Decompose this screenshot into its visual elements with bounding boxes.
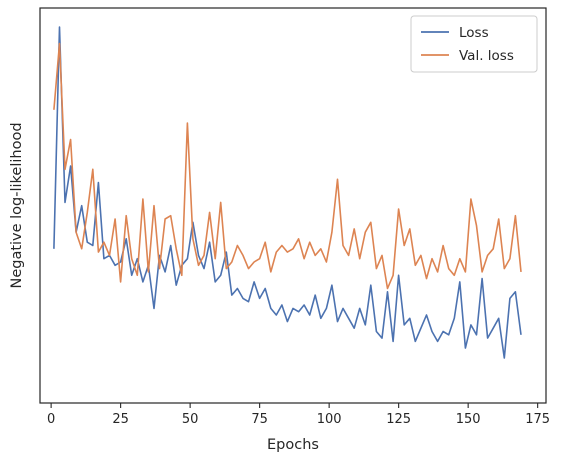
plot-area [39, 7, 547, 404]
legend-entry-label: Val. loss [459, 48, 514, 64]
x-tick-label: 175 [525, 412, 550, 427]
x-tick-label: 150 [456, 412, 481, 427]
series-line-loss [53, 26, 522, 359]
x-tick-label: 0 [47, 412, 55, 427]
legend-box [410, 15, 538, 73]
y-axis-label: Negative log-likelihood [9, 122, 25, 288]
series-line-val-loss [53, 42, 522, 290]
x-tick-label: 125 [386, 412, 411, 427]
legend: Loss Val. loss [410, 15, 538, 73]
x-axis-label: Epochs [267, 437, 319, 453]
x-tick-label: 25 [112, 412, 129, 427]
x-tick-label: 100 [317, 412, 342, 427]
x-tick-label: 50 [182, 412, 199, 427]
plot-frame [39, 7, 547, 404]
legend-entry-label: Loss [459, 25, 489, 41]
x-axis: 0 25 50 75 100 125 150 175 [47, 403, 550, 427]
x-tick-label: 75 [251, 412, 268, 427]
